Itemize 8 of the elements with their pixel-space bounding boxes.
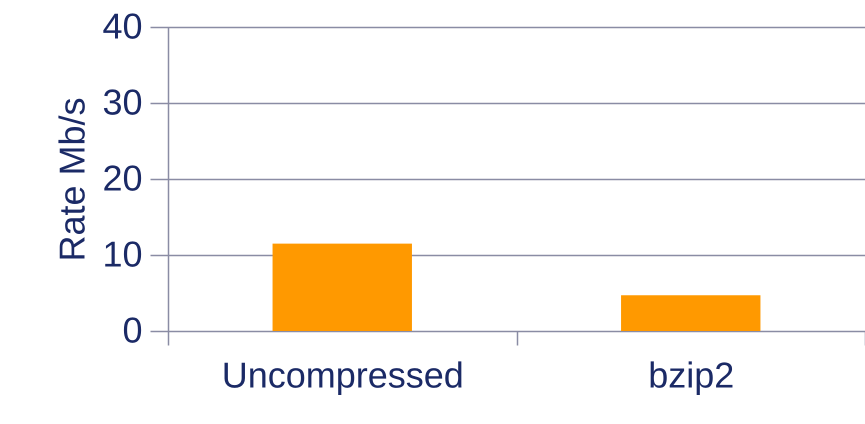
y-tick-label: 30 <box>102 82 142 122</box>
x-tick-label: bzip2 <box>648 354 734 396</box>
y-tick-label: 20 <box>102 158 142 198</box>
x-tick-label: Uncompressed <box>222 354 464 396</box>
y-tick-label: 0 <box>122 310 142 350</box>
y-tick-label: 10 <box>102 234 142 274</box>
y-axis-title: Rate Mb/s <box>51 97 92 262</box>
y-tick-label: 40 <box>102 6 142 46</box>
